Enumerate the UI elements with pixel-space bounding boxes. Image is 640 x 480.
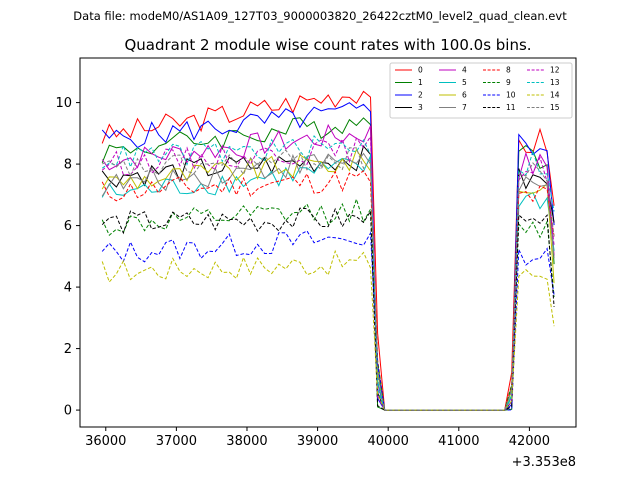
series-line-3 — [101, 145, 555, 411]
series-line-5 — [101, 155, 555, 411]
datafile-label: Data file: modeM0/AS1A09_127T03_90000038… — [73, 9, 567, 23]
series-line-15 — [102, 147, 555, 411]
y-axis: 0 2 4 6 8 10 — [55, 96, 80, 419]
series-line-14 — [101, 249, 555, 411]
legend-label-3: 3 — [418, 103, 423, 112]
legend-frame — [389, 62, 573, 119]
series-line-7 — [101, 152, 555, 411]
x-tick-label: 41000 — [438, 434, 479, 449]
y-tick-label: 4 — [64, 281, 72, 296]
series-line-9 — [101, 197, 555, 411]
x-tick-label: 37000 — [156, 434, 197, 449]
x-tick-label: 40000 — [368, 434, 409, 449]
series-line-6 — [101, 148, 555, 411]
x-tick-label: 36000 — [85, 434, 126, 449]
legend-label-8: 8 — [506, 66, 511, 75]
y-tick-label: 0 — [64, 404, 72, 419]
legend-label-4: 4 — [462, 66, 467, 75]
plot-frame — [79, 57, 577, 428]
legend-label-6: 6 — [462, 91, 467, 100]
legend-label-1: 1 — [418, 78, 423, 87]
legend-label-13: 13 — [550, 78, 560, 87]
x-tick-label: 39000 — [297, 434, 338, 449]
series-line-1 — [101, 117, 555, 411]
series-line-0 — [101, 90, 555, 411]
series-line-11 — [101, 207, 555, 411]
chart-title: Quadrant 2 module wise count rates with … — [124, 36, 531, 54]
legend-label-10: 10 — [506, 91, 516, 100]
y-tick-label: 2 — [64, 342, 72, 357]
legend-label-0: 0 — [418, 66, 423, 75]
y-tick-label: 8 — [64, 158, 72, 173]
x-offset-label: +3.353e8 — [512, 455, 576, 470]
legend-label-7: 7 — [462, 103, 467, 112]
legend-label-11: 11 — [506, 103, 516, 112]
legend-label-14: 14 — [550, 91, 560, 100]
x-tick-label: 38000 — [226, 434, 267, 449]
legend-label-5: 5 — [462, 78, 467, 87]
series-line-8 — [101, 169, 555, 411]
legend-label-9: 9 — [506, 78, 511, 87]
legend-label-12: 12 — [550, 66, 560, 75]
x-axis: 36000 37000 38000 39000 40000 41000 42000 — [85, 427, 550, 449]
y-tick-label: 10 — [55, 96, 72, 111]
series-line-10 — [101, 230, 555, 411]
legend-label-15: 15 — [550, 103, 560, 112]
x-tick-label: 42000 — [509, 434, 550, 449]
y-tick-label: 6 — [64, 219, 72, 234]
legend-label-2: 2 — [418, 91, 423, 100]
series-layer — [101, 90, 555, 411]
